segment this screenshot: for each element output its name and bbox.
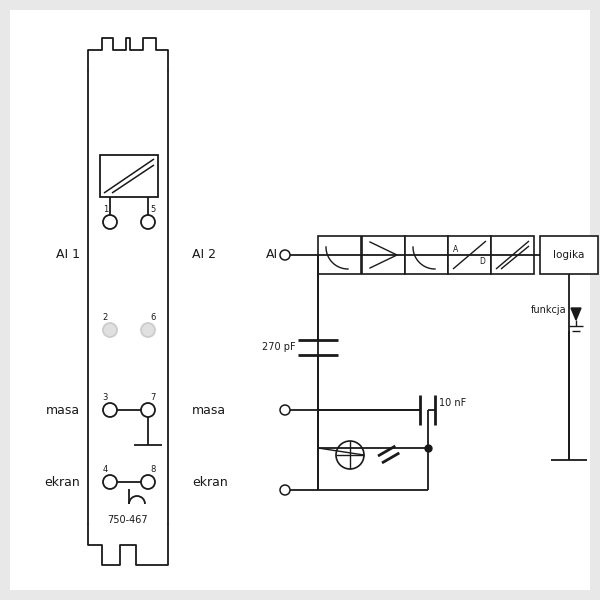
Text: logika: logika [553, 250, 584, 260]
Text: AI 1: AI 1 [56, 248, 80, 262]
Circle shape [103, 323, 117, 337]
Text: 3: 3 [103, 392, 108, 401]
Bar [100, 155, 158, 197]
Circle shape [103, 215, 117, 229]
Text: masa: masa [46, 403, 80, 416]
Bar [540, 236, 598, 274]
Circle shape [280, 485, 290, 495]
Text: 2: 2 [103, 313, 108, 322]
Circle shape [280, 250, 290, 260]
Bar [405, 236, 448, 274]
Circle shape [141, 475, 155, 489]
Text: 7: 7 [150, 392, 155, 401]
Text: funkcja: funkcja [530, 305, 566, 315]
Polygon shape [571, 308, 581, 320]
Text: 750-467: 750-467 [107, 515, 148, 525]
Text: D: D [479, 257, 485, 266]
Bar [362, 236, 405, 274]
Circle shape [141, 403, 155, 417]
Text: masa: masa [192, 403, 226, 416]
Text: 6: 6 [150, 313, 155, 322]
Text: ekran: ekran [192, 475, 228, 488]
Text: 5: 5 [150, 205, 155, 214]
Text: 4: 4 [103, 464, 108, 473]
Bar [448, 236, 491, 274]
Text: ekran: ekran [44, 475, 80, 488]
Circle shape [103, 403, 117, 417]
Bar [491, 236, 534, 274]
Text: A: A [453, 245, 458, 254]
Text: 270 pF: 270 pF [262, 342, 296, 352]
Circle shape [141, 215, 155, 229]
Circle shape [280, 405, 290, 415]
Text: 8: 8 [150, 464, 155, 473]
Circle shape [141, 323, 155, 337]
Text: AI: AI [266, 248, 278, 262]
Circle shape [336, 441, 364, 469]
Text: AI 2: AI 2 [192, 248, 216, 262]
Text: 10 nF: 10 nF [439, 398, 466, 408]
Text: 1: 1 [103, 205, 108, 214]
Circle shape [103, 475, 117, 489]
Bar [318, 236, 361, 274]
